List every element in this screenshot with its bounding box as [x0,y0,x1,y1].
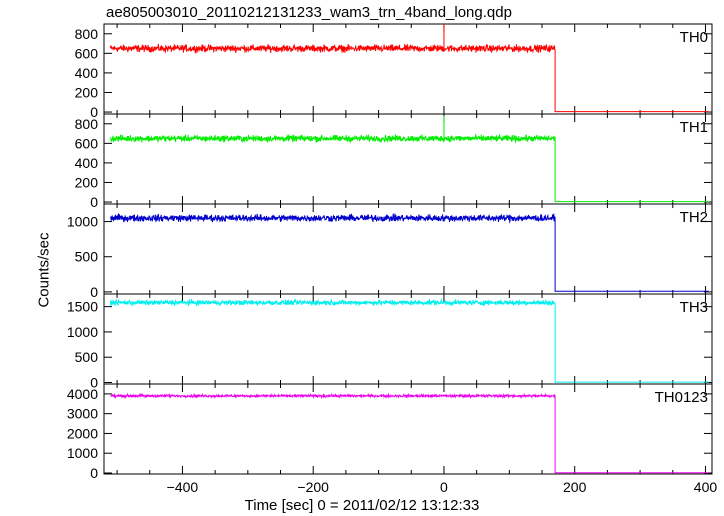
y-tick-label: 0 [90,465,98,481]
y-tick-label: 1000 [67,324,98,340]
series-line [110,212,709,292]
y-tick-label: 400 [75,155,99,171]
series-label: TH0 [680,29,708,46]
y-tick-label: 800 [75,26,99,42]
y-axis-label: Counts/sec [35,232,53,308]
y-tick-label: 800 [75,116,99,132]
series-label: TH0123 [655,389,708,406]
y-tick-label: 0 [90,284,98,300]
y-tick-label: 200 [75,84,99,100]
series-label: TH2 [680,209,708,226]
series-line [110,43,709,113]
y-tick-label: 600 [75,135,99,151]
x-axis-label: Time [sec] 0 = 2011/02/12 13:12:33 [244,497,480,514]
series-label: TH3 [680,299,708,316]
panel-frame [103,113,713,205]
y-tick-label: 4000 [67,386,98,402]
y-tick-label: 1500 [67,299,98,315]
y-tick-label: 2000 [67,425,98,441]
y-tick-label: 500 [75,249,99,265]
panel-frame [103,23,713,115]
y-tick-label: 500 [75,349,99,365]
x-tick-label: −400 [167,479,199,495]
series-line [110,392,709,474]
y-tick-label: 600 [75,45,99,61]
panel-frame [103,293,713,385]
y-tick-label: 0 [90,374,98,390]
y-tick-label: 400 [75,65,99,81]
y-tick-label: 3000 [67,406,98,422]
y-tick-label: 1000 [67,445,98,461]
series-line [110,297,709,383]
y-tick-label: 200 [75,174,99,190]
x-tick-label: −200 [297,479,329,495]
x-tick-label: 200 [563,479,587,495]
y-tick-label: 0 [90,194,98,210]
x-tick-label: 400 [694,479,718,495]
panel-frame [103,383,713,475]
chart-title: ae805003010_20110212131233_wam3_trn_4ban… [106,4,512,21]
x-tick-label: 0 [440,479,448,495]
y-tick-label: 1000 [67,214,98,230]
series-label: TH1 [680,119,708,136]
y-tick-label: 0 [90,104,98,120]
series-line [110,133,709,203]
